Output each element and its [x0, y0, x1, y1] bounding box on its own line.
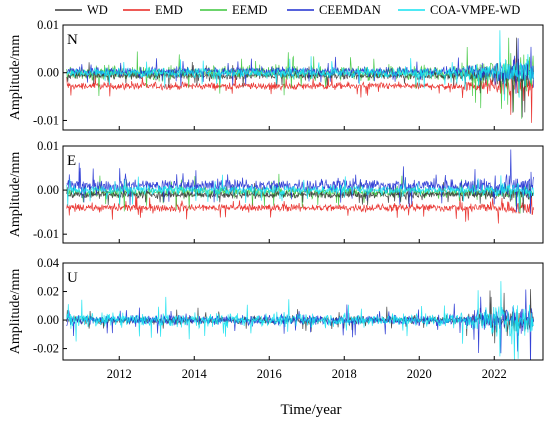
panel-u-series [66, 281, 534, 360]
legend: WD EMD EEMD CEEMDAN COA-VMPE-WD [55, 3, 520, 17]
legend-entry-wd: WD [55, 3, 108, 17]
panel-e-ylabel: Amplitude/mm [8, 152, 23, 238]
y-tick-label-u-1: 0.02 [37, 285, 59, 299]
y-tick-label-n-2: -0.01 [33, 113, 59, 127]
legend-label-ceemdan: CEEMDAN [319, 3, 381, 17]
series-line-e-coa-vmpe-wd [66, 174, 534, 213]
legend-entry-ceemdan: CEEMDAN [287, 3, 381, 17]
panel-n: N 0.01 0.00 -0.01 Amplitude/mm [8, 18, 544, 131]
series-line-n-emd [66, 58, 534, 123]
panel-u-letter: U [67, 270, 78, 286]
y-tick-label-e-2: -0.01 [33, 227, 59, 241]
series-line-n-wd [66, 37, 534, 118]
x-axis-label: Time/year [280, 402, 341, 418]
panel-n-frame [62, 24, 544, 131]
legend-entry-emd: EMD [123, 3, 183, 17]
panel-n-series [66, 30, 534, 123]
series-line-e-emd [66, 194, 534, 224]
series-line-u-coa-vmpe-wd [66, 281, 534, 360]
y-tick-label-e-0: 0.01 [37, 139, 59, 153]
x-tick-label-2: 2016 [257, 367, 282, 381]
x-tick-label-0: 2012 [107, 367, 132, 381]
x-tick-label-3: 2018 [332, 367, 357, 381]
y-tick-label-e-1: 0.00 [37, 183, 59, 197]
y-tick-label-u-3: -0.02 [33, 342, 59, 356]
panel-u-frame [62, 262, 544, 361]
series-line-u-ceemdan [66, 289, 534, 360]
panel-u: U 0.04 0.02 0.00 -0.02 Amplitude/mm [8, 256, 544, 361]
x-tick-label-5: 2022 [482, 367, 507, 381]
legend-entry-coa-vmpe-wd: COA-VMPE-WD [398, 3, 520, 17]
panel-n-ylabel: Amplitude/mm [8, 35, 23, 121]
y-tick-label-u-0: 0.04 [37, 256, 60, 270]
panel-e-letter: E [67, 153, 76, 169]
series-line-n-coa-vmpe-wd [66, 30, 534, 101]
panel-e-frame [62, 145, 544, 244]
y-tick-label-n-0: 0.01 [37, 18, 59, 32]
y-tick-label-u-2: 0.00 [37, 313, 59, 327]
y-tick-label-n-1: 0.00 [37, 66, 59, 80]
panel-n-letter: N [67, 32, 78, 48]
legend-label-wd: WD [87, 3, 108, 17]
legend-label-eemd: EEMD [232, 3, 267, 17]
series-line-n-eemd [66, 37, 534, 119]
x-axis: 2012 2014 2016 2018 2020 2022 [107, 367, 507, 381]
panel-e: E 0.01 0.00 -0.01 Amplitude/mm [8, 139, 544, 244]
panel-n-y-axis: 0.01 0.00 -0.01 [33, 18, 495, 130]
series-line-e-ceemdan [66, 149, 534, 214]
x-tick-label-1: 2014 [182, 367, 208, 381]
x-tick-label-4: 2020 [407, 367, 432, 381]
panel-u-y-axis: 0.04 0.02 0.00 -0.02 [33, 256, 495, 360]
legend-label-coa-vmpe-wd: COA-VMPE-WD [430, 3, 520, 17]
legend-entry-eemd: EEMD [200, 3, 267, 17]
panel-u-ylabel: Amplitude/mm [8, 269, 23, 355]
panel-e-series [66, 149, 534, 224]
legend-label-emd: EMD [155, 3, 183, 17]
panel-e-y-axis: 0.01 0.00 -0.01 [33, 139, 495, 243]
